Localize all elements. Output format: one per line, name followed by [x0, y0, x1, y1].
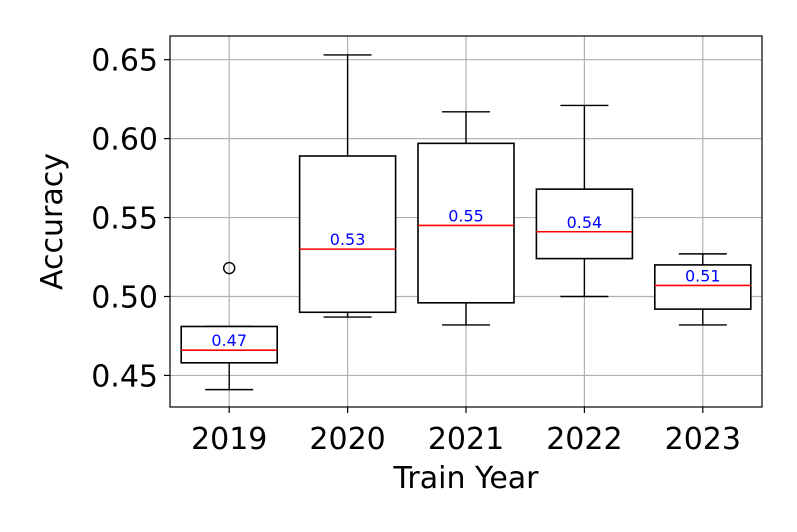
iqr-box	[298, 155, 397, 314]
x-tick-label: 2023	[665, 422, 741, 457]
box-2023: 0.51	[653, 253, 752, 326]
iqr-box	[653, 264, 752, 310]
median-value-label: 0.51	[685, 266, 721, 285]
x-tick-label: 2020	[309, 422, 385, 457]
median-value-label: 0.54	[567, 213, 603, 232]
x-tick-label: 2022	[546, 422, 622, 457]
box-2019: 0.47	[180, 261, 278, 391]
median-value-label: 0.55	[448, 206, 484, 225]
iqr-box	[535, 188, 634, 260]
iqr-box	[417, 142, 515, 304]
median-value-label: 0.53	[330, 230, 366, 249]
x-tick-label: 2019	[191, 422, 267, 457]
y-tick-label: 0.55	[91, 202, 158, 237]
x-axis-title: Train Year	[392, 461, 539, 496]
y-tick-label: 0.60	[91, 123, 158, 158]
y-tick-label: 0.45	[91, 359, 158, 394]
axis-ticks: 0.45 0.50 0.55 0.60 0.65 2019 2020 2021 2022 2023	[91, 44, 741, 457]
median-value-label: 0.47	[211, 331, 247, 350]
y-tick-label: 0.65	[91, 44, 158, 79]
box-2021: 0.55	[417, 111, 515, 326]
box-2022: 0.54	[535, 104, 634, 298]
x-tick-label: 2021	[428, 422, 504, 457]
box-2020: 0.53	[298, 54, 397, 318]
y-tick-label: 0.50	[91, 280, 158, 315]
y-axis-title: Accuracy	[35, 153, 70, 290]
boxes: 0.47 0.53 0.55 0.54 0.51	[180, 54, 752, 391]
iqr-box	[180, 325, 278, 364]
outlier-point	[222, 261, 236, 275]
